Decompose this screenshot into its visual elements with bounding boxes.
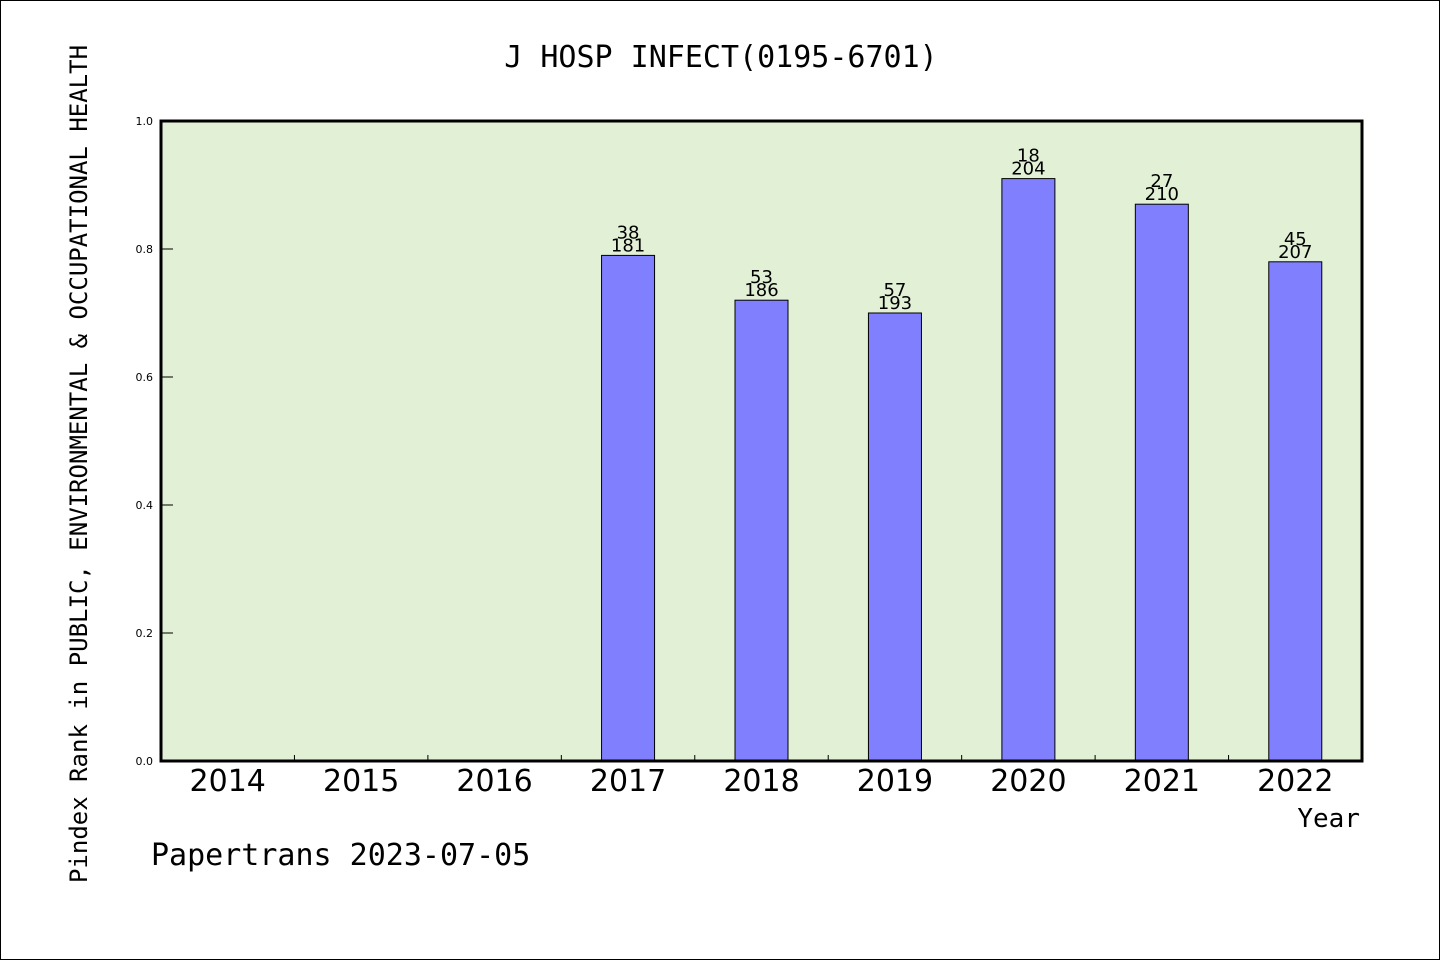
bar-series <box>601 178 1323 762</box>
bar-total-label: 186 <box>744 280 778 301</box>
x-tick-label: 2021 <box>1124 764 1200 799</box>
bar <box>1134 203 1189 762</box>
y-tick-label: 0.0 <box>136 755 154 768</box>
bar-rank-label: 57 <box>883 280 906 301</box>
bar-rank-label: 18 <box>1017 146 1040 167</box>
y-axis: 0.0 0.2 0.4 0.6 0.8 1.0 <box>136 115 173 768</box>
bar <box>734 299 789 762</box>
x-tick-label: 2014 <box>190 764 266 799</box>
y-tick-label: 0.2 <box>136 627 154 640</box>
bar-total-label: 181 <box>611 235 645 256</box>
x-axis-label: Year <box>1297 804 1360 834</box>
y-tick-label: 1.0 <box>136 115 154 128</box>
bar-rank-label: 38 <box>617 222 640 243</box>
x-tick-label: 2019 <box>857 764 933 799</box>
bar <box>1268 261 1323 762</box>
plot-border <box>159 119 1364 763</box>
y-tick-label: 0.8 <box>136 243 154 256</box>
x-axis: 2014 2015 2016 2017 2018 2019 2020 2021 2022 <box>190 755 1333 799</box>
watermark: Papertrans 2023-07-05 <box>151 838 530 873</box>
bar-total-label: 204 <box>1011 159 1045 180</box>
bar-rank-label: 53 <box>750 267 773 288</box>
x-tick-label: 2015 <box>323 764 399 799</box>
bar-rank-label: 45 <box>1284 229 1307 250</box>
bar-total-label: 210 <box>1145 184 1179 205</box>
x-tick-label: 2018 <box>723 764 799 799</box>
bar-rank-label: 27 <box>1150 171 1173 192</box>
x-tick-label: 2016 <box>456 764 532 799</box>
bar-total-label: 193 <box>878 293 912 314</box>
x-tick-label: 2020 <box>990 764 1066 799</box>
x-tick-label: 2017 <box>590 764 666 799</box>
bar <box>867 312 922 762</box>
y-tick-label: 0.4 <box>136 499 154 512</box>
chart-title: J HOSP INFECT(0195-6701) <box>504 40 937 75</box>
bar-total-label: 207 <box>1278 242 1312 263</box>
bar <box>601 254 656 762</box>
bar <box>1001 178 1056 762</box>
y-axis-label: Pindex Rank in PUBLIC, ENVIRONMENTAL & O… <box>65 45 93 883</box>
y-tick-label: 0.6 <box>136 371 154 384</box>
x-tick-label: 2022 <box>1257 764 1333 799</box>
